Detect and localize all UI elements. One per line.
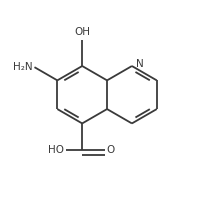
Text: N: N — [137, 59, 144, 69]
Text: O: O — [107, 145, 115, 155]
Text: HO: HO — [48, 145, 64, 155]
Text: OH: OH — [74, 27, 90, 37]
Text: H₂N: H₂N — [13, 62, 32, 72]
